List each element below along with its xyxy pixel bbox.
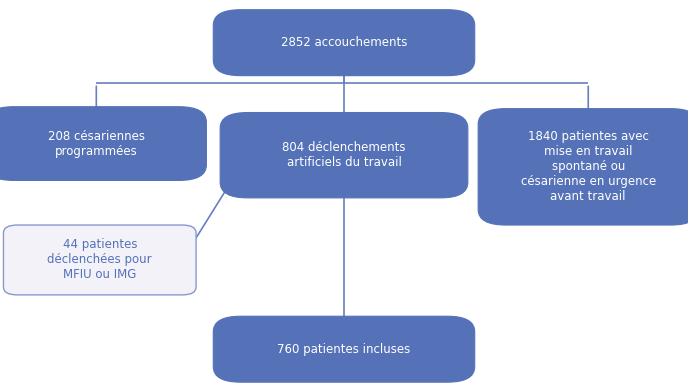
Text: 760 patientes incluses: 760 patientes incluses (277, 343, 411, 356)
Text: 44 patientes
déclenchées pour
MFIU ou IMG: 44 patientes déclenchées pour MFIU ou IM… (47, 239, 152, 281)
FancyBboxPatch shape (0, 107, 206, 180)
FancyBboxPatch shape (213, 316, 475, 382)
Text: 208 césariennes
programmées: 208 césariennes programmées (48, 130, 144, 158)
Text: 804 déclenchements
artificiels du travail: 804 déclenchements artificiels du travai… (282, 141, 406, 169)
Text: 1840 patientes avec
mise en travail
spontané ou
césarienne en urgence
avant trav: 1840 patientes avec mise en travail spon… (521, 130, 656, 203)
Text: 2852 accouchements: 2852 accouchements (281, 36, 407, 49)
FancyBboxPatch shape (3, 225, 196, 295)
FancyBboxPatch shape (478, 109, 688, 225)
FancyBboxPatch shape (220, 113, 468, 198)
FancyBboxPatch shape (213, 10, 475, 76)
